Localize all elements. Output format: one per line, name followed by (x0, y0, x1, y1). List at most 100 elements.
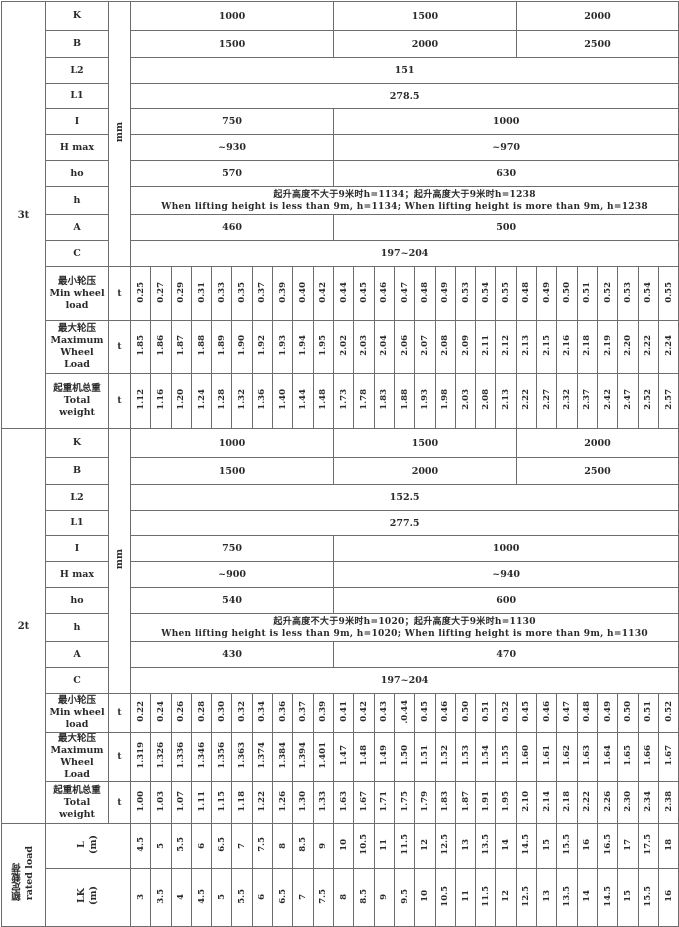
load-value: 1.18 (231, 781, 253, 824)
span-value-text: 8 (277, 842, 288, 849)
param-row-a: A 430 470 (2, 641, 679, 668)
span-value: 15 (617, 868, 639, 927)
rated-load-label-cn: 额定载荷 (11, 862, 23, 901)
rated-load-row-l: 额定载荷rated load L (m) 4.5 5 5.5 6 6.5 7 7.5 8 8.5 9 10… (1, 823, 679, 927)
span-value: 6 (190, 823, 213, 869)
param-value: ~970 (333, 134, 679, 161)
load-value: 1.24 (190, 373, 213, 429)
load-value: 0.24 (150, 693, 172, 733)
span-value-text: 5 (216, 894, 227, 900)
load-value-text: 0.48 (521, 281, 532, 303)
load-value: 2.12 (495, 320, 517, 374)
h-note: 起升高度不大于9米时h=1134；起升高度大于9米时h=1238 When lif… (129, 186, 679, 215)
param-name: I (45, 535, 109, 562)
load-value-text: 2.13 (521, 335, 532, 356)
load-value-text: 1.95 (318, 335, 329, 356)
load-value: 2.16 (556, 320, 578, 374)
span-value: 13.5 (556, 868, 578, 927)
load-value: 1.62 (556, 732, 578, 782)
load-value: 1.83 (434, 781, 456, 824)
load-name: 最大轮压 Maximum Wheel Load (45, 320, 109, 374)
load-value-text: 1.63 (338, 790, 349, 812)
load-value: 1.356 (211, 732, 233, 782)
load-name-en: load (65, 719, 89, 730)
param-value: ~930 (129, 134, 335, 161)
param-name: C (45, 667, 109, 694)
load-value-text: 1.336 (176, 742, 187, 769)
load-value: 1.63 (576, 732, 598, 782)
load-value: .0.44 (393, 693, 416, 733)
load-value-text: 1.65 (622, 745, 633, 766)
rated-param-label: L (m) (76, 835, 100, 854)
load-value: 1.47 (333, 732, 355, 782)
load-value: 0.53 (617, 266, 639, 321)
load-value-text: 2.03 (359, 335, 370, 356)
load-value: 1.71 (373, 781, 395, 824)
load-value-text: 0.47 (399, 281, 410, 303)
span-value-text: 9.5 (399, 888, 410, 904)
load-value: 1.79 (414, 781, 436, 824)
load-value: 1.336 (170, 732, 192, 782)
load-value: 1.88 (393, 373, 416, 429)
load-value-text: 2.07 (419, 335, 430, 356)
load-value: 1.00 (129, 781, 152, 824)
span-value: 14.5 (596, 868, 619, 927)
load-value: 1.98 (434, 373, 456, 429)
load-value-text: 1.52 (440, 745, 451, 766)
span-value-text: 10 (338, 838, 349, 851)
load-value-text: 1.87 (176, 335, 187, 356)
load-value-text: 2.57 (663, 389, 674, 410)
rated-param-name: LK (m) (45, 868, 131, 927)
load-value: 0.41 (333, 693, 355, 733)
span-value: 12 (414, 823, 436, 869)
load-value: 0.52 (657, 693, 679, 733)
load-value: 0.30 (211, 693, 233, 733)
load-value-text: 0.40 (298, 281, 309, 303)
span-value-text: 11 (460, 890, 471, 902)
load-value-text: 0.28 (196, 701, 207, 722)
load-value: 2.03 (353, 320, 375, 374)
load-value-text: 1.95 (501, 790, 512, 812)
span-value: 13.5 (475, 823, 497, 869)
load-row: 最小轮压 Min wheel load t 0.25 0.27 0.29 0.31 0.33 0.… (2, 266, 679, 321)
span-value-text: 17 (622, 838, 633, 851)
load-value: 1.44 (292, 373, 314, 429)
span-value: 6 (251, 868, 274, 927)
param-row-h: h 起升高度不大于9米时h=1134；起升高度大于9米时h=1238 When li… (2, 186, 679, 215)
load-value-text: 2.08 (480, 389, 491, 410)
load-value-text: 0.52 (663, 701, 674, 722)
span-value: 16.5 (596, 823, 619, 869)
span-value: 13 (536, 868, 558, 927)
load-value-text: 0.48 (419, 281, 430, 303)
rated-param-label: LK (m) (76, 886, 100, 905)
load-value-text: 0.39 (318, 701, 329, 722)
unit-mm-text: mm (113, 122, 125, 143)
param-name: h (45, 186, 109, 215)
load-name-en: weight (59, 808, 95, 820)
load-name-en: Wheel Load (60, 757, 94, 780)
param-value: 2000 (333, 457, 517, 485)
load-value: 2.30 (617, 781, 639, 824)
load-value-text: 0.24 (155, 701, 166, 722)
param-row-ho: ho 540 600 (2, 587, 679, 614)
param-value: 750 (129, 535, 335, 562)
span-value-text: 11 (379, 838, 390, 851)
load-value-text: 2.52 (643, 389, 654, 410)
param-name: H max (45, 134, 109, 161)
load-value-text: 2.22 (582, 790, 593, 812)
param-value: 630 (333, 160, 679, 187)
load-value: 0.46 (536, 693, 558, 733)
load-unit: t (108, 373, 131, 429)
param-name: B (45, 30, 109, 58)
param-row-b: B 1500 2000 2500 (2, 457, 679, 485)
load-value: 0.50 (556, 266, 578, 321)
span-value: 11 (454, 868, 477, 927)
load-value-text: 2.15 (541, 335, 552, 356)
load-value: 0.47 (393, 266, 416, 321)
load-value-text: 0.54 (643, 281, 654, 303)
span-value: 17.5 (637, 823, 659, 869)
param-value: ~900 (129, 561, 335, 588)
load-name-en: Maximum (50, 745, 104, 756)
load-value-text: 1.36 (257, 389, 268, 410)
